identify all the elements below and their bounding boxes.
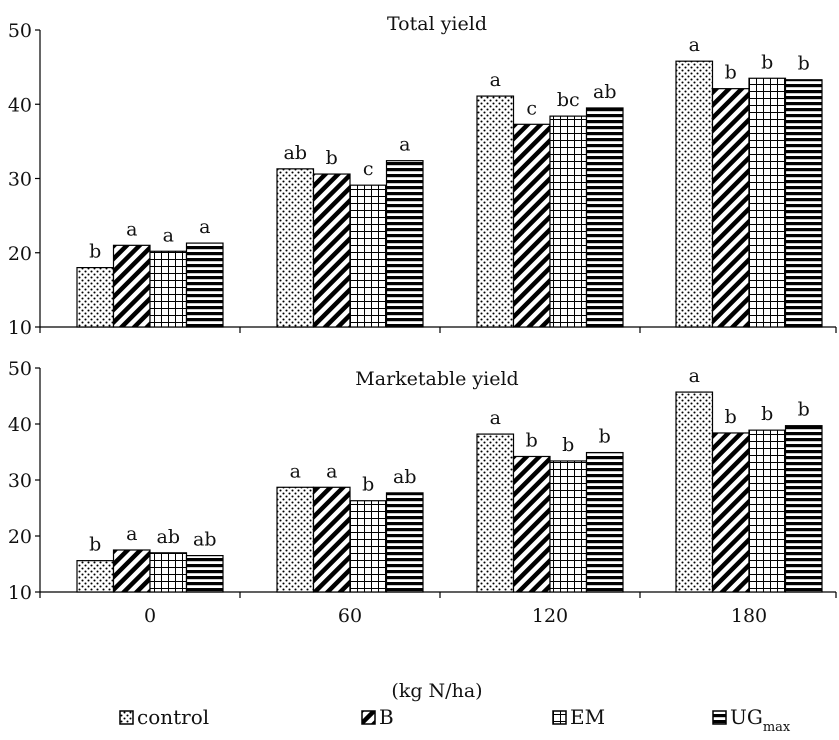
bar-marketable-60-1 — [312, 486, 351, 593]
significance-letter: a — [199, 216, 210, 238]
significance-letter: a — [326, 460, 337, 482]
bar-total-60-2 — [349, 184, 388, 328]
y-tick-label: 30 — [8, 169, 32, 191]
bar-total-120-3 — [585, 107, 624, 328]
bar-marketable-180-2 — [748, 429, 787, 593]
y-tick-label: 10 — [8, 317, 32, 339]
significance-letter: b — [798, 399, 810, 421]
x-tick-label: 180 — [731, 605, 767, 627]
significance-letter: b — [798, 53, 810, 75]
panel-title-marketable: Marketable yield — [355, 368, 518, 390]
significance-letter: ab — [593, 81, 617, 103]
significance-letter: a — [290, 460, 301, 482]
panel-marketable-yield: Marketable yield 1020304050baaaaabbabbbb… — [8, 358, 837, 604]
bar-marketable-0-2 — [149, 552, 188, 593]
legend-swatch — [552, 710, 567, 725]
significance-letter: a — [689, 34, 700, 56]
legend: control B EM UGmax — [119, 705, 791, 735]
y-tick-label: 20 — [8, 243, 32, 265]
panel-total-yield: Total yield 1020304050babaaabcbacbcbaaab… — [8, 13, 837, 339]
bar-total-180-3 — [784, 79, 823, 328]
bar-marketable-180-1 — [711, 432, 750, 593]
y-tick-label: 20 — [8, 526, 32, 548]
legend-label: EM — [570, 705, 605, 729]
bar-total-60-3 — [385, 160, 424, 328]
x-tick-label: 60 — [338, 605, 362, 627]
legend-label: control — [137, 705, 209, 729]
legend-label: UGmax — [730, 705, 791, 735]
bar-marketable-0-0 — [76, 560, 115, 593]
significance-letter: a — [126, 218, 137, 240]
legend-label: B — [379, 705, 394, 729]
bar-total-180-0 — [675, 60, 714, 328]
significance-letter: b — [526, 429, 538, 451]
bar-marketable-60-3 — [385, 492, 424, 593]
panel-title-total: Total yield — [387, 13, 487, 35]
bar-total-60-0 — [276, 168, 315, 328]
significance-letter: b — [89, 534, 101, 556]
bar-marketable-120-0 — [476, 433, 515, 593]
significance-letter: b — [562, 434, 574, 456]
significance-letter: ab — [393, 466, 417, 488]
y-tick-label: 50 — [8, 358, 32, 380]
significance-letter: b — [725, 62, 737, 84]
significance-letter: ab — [157, 526, 181, 548]
significance-letter: ab — [193, 529, 217, 551]
x-axis-labels: 0 60 120 180 — [144, 605, 767, 627]
bar-marketable-180-0 — [675, 391, 714, 593]
significance-letter: c — [526, 97, 537, 119]
bar-total-0-3 — [185, 242, 224, 328]
bar-total-0-2 — [149, 250, 188, 328]
significance-letter: ab — [284, 142, 308, 164]
significance-letter: a — [399, 134, 410, 156]
legend-swatch — [119, 710, 134, 725]
legend-swatch — [361, 710, 376, 725]
bar-marketable-120-2 — [549, 460, 588, 593]
significance-letter: b — [326, 147, 338, 169]
legend-swatch — [712, 710, 727, 725]
bar-total-180-1 — [711, 88, 750, 328]
significance-letter: b — [362, 474, 374, 496]
y-tick-label: 40 — [8, 414, 32, 436]
bar-marketable-60-0 — [276, 486, 315, 593]
significance-letter: a — [689, 365, 700, 387]
significance-letter: a — [490, 407, 501, 429]
bar-marketable-60-2 — [349, 500, 388, 593]
significance-letter: b — [725, 406, 737, 428]
bar-total-120-2 — [549, 115, 588, 328]
significance-letter: c — [363, 158, 374, 180]
bar-total-0-1 — [112, 244, 151, 328]
x-tick-label: 120 — [532, 605, 568, 627]
significance-letter: bc — [557, 89, 580, 111]
bar-total-60-1 — [312, 173, 351, 328]
bar-marketable-0-1 — [112, 549, 151, 593]
y-tick-label: 40 — [8, 94, 32, 116]
significance-letter: a — [163, 224, 174, 246]
significance-letter: b — [89, 241, 101, 263]
bar-total-120-0 — [476, 95, 515, 328]
bar-marketable-0-3 — [185, 554, 224, 593]
y-tick-label: 10 — [8, 582, 32, 604]
bar-marketable-120-3 — [585, 451, 624, 593]
bar-total-0-0 — [76, 267, 115, 328]
bar-marketable-180-3 — [784, 425, 823, 593]
bar-total-120-1 — [512, 123, 551, 328]
x-axis-title: (kg N/ha) — [391, 680, 482, 702]
bar-total-180-2 — [748, 77, 787, 328]
significance-letter: b — [599, 426, 611, 448]
bar-marketable-120-1 — [512, 455, 551, 593]
x-tick-label: 0 — [144, 605, 156, 627]
significance-letter: a — [490, 69, 501, 91]
y-tick-label: 30 — [8, 470, 32, 492]
y-tick-label: 50 — [8, 20, 32, 42]
significance-letter: b — [761, 51, 773, 73]
significance-letter: a — [126, 523, 137, 545]
significance-letter: b — [761, 403, 773, 425]
